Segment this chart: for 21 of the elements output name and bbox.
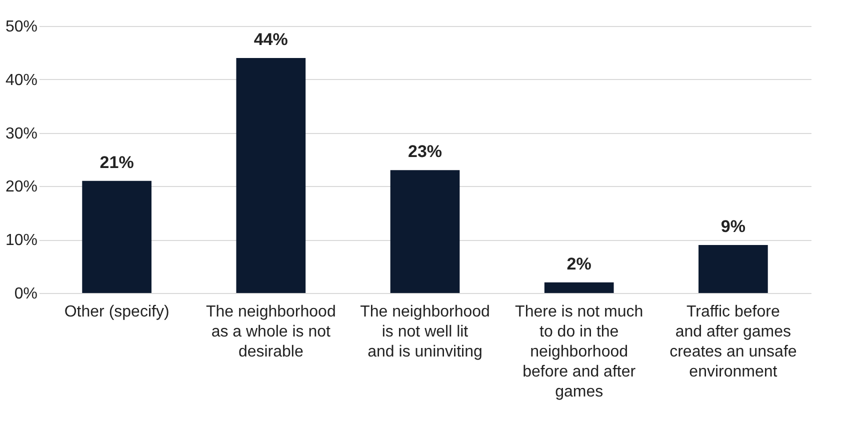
y-tick-label: 50% [5, 18, 38, 36]
y-tick-label: 20% [5, 178, 38, 196]
x-tick-label: The neighborhood as a whole is not desirable [206, 304, 336, 360]
x-tick-label: There is not much to do in the neighborhood before and after games [515, 304, 644, 400]
y-tick-label: 0% [14, 286, 38, 302]
bar [698, 244, 768, 293]
data-label: 21% [100, 152, 134, 172]
bar [236, 58, 306, 293]
data-label: 23% [408, 142, 442, 162]
data-label: 9% [720, 216, 746, 236]
x-tick-label: Other (specify) [64, 304, 170, 320]
y-tick-label: 10% [5, 232, 38, 250]
y-tick-label: 30% [5, 125, 38, 142]
data-label: 44% [254, 30, 288, 50]
x-tick-label: Traffic before and after games creates an unsafe environment [670, 304, 797, 380]
x-tick-label: The neighborhood is not well lit and is uninviting [360, 304, 490, 360]
bar [82, 180, 152, 293]
bar [544, 282, 614, 293]
bar [390, 170, 460, 293]
y-tick-label: 40% [5, 72, 38, 89]
data-label: 2% [566, 254, 592, 274]
